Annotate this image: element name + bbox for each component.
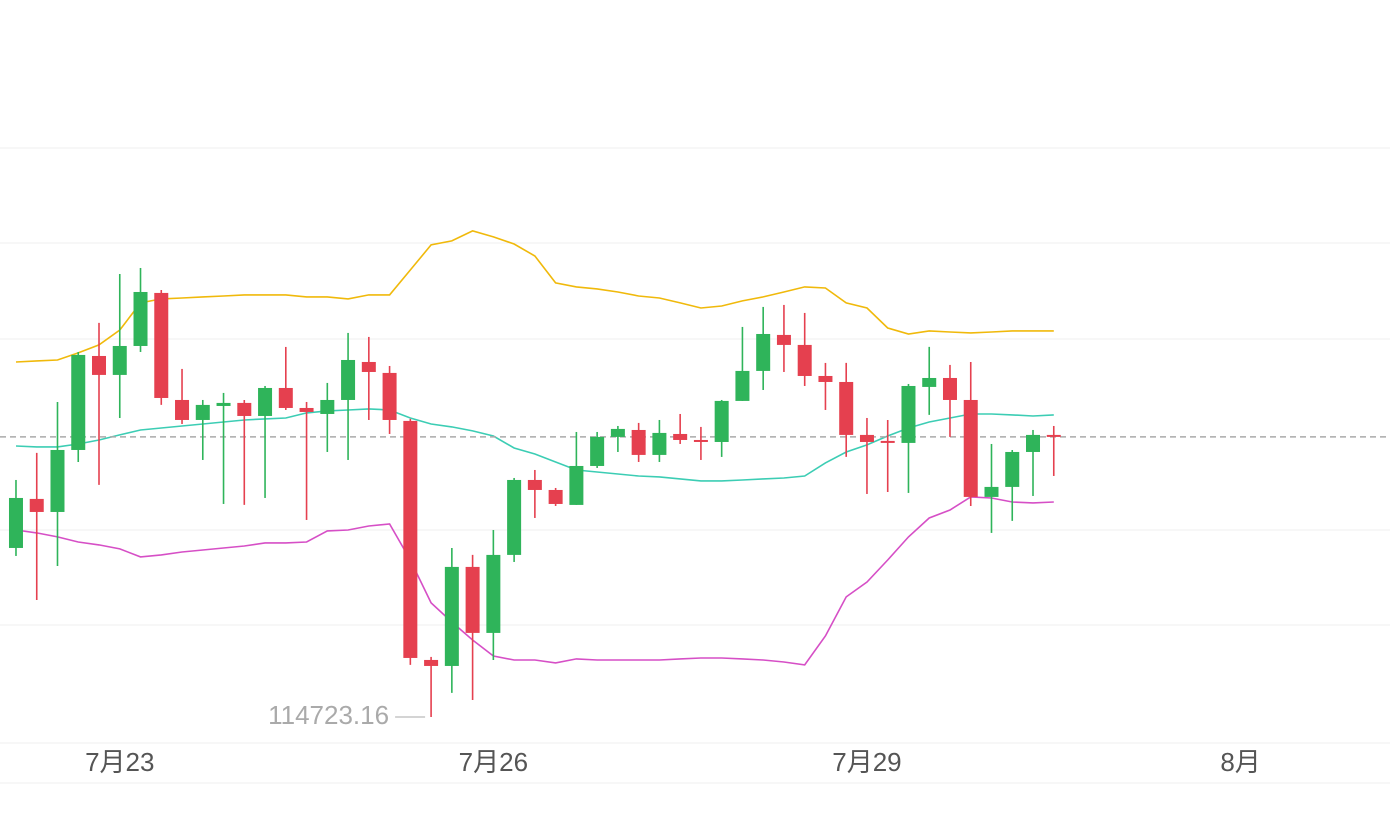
candle-body — [922, 377, 937, 387]
candle-body — [673, 433, 688, 440]
candle-body — [859, 434, 874, 442]
candle-body — [299, 407, 314, 412]
candle-body — [527, 479, 542, 490]
candle-body — [486, 554, 501, 633]
candle-body — [8, 497, 23, 548]
candle-body — [631, 429, 646, 455]
candle-body — [818, 375, 833, 382]
candle-body — [756, 333, 771, 371]
candle-body — [320, 399, 335, 414]
candle-body — [901, 385, 916, 443]
candle-body — [1026, 434, 1041, 452]
candle-body — [403, 420, 418, 658]
candle-body — [278, 387, 293, 408]
band-line — [15, 230, 1054, 363]
candle-body — [984, 486, 999, 497]
candle-body — [652, 432, 667, 455]
candle-body — [1046, 434, 1061, 437]
candle-body — [71, 354, 86, 450]
candle-body — [839, 381, 854, 435]
candle-body — [237, 402, 252, 416]
candle-body — [216, 402, 231, 406]
candle-body — [942, 377, 957, 400]
candle-body — [29, 498, 44, 512]
candle-body — [963, 399, 978, 497]
candle-body — [424, 659, 439, 666]
candle-body — [735, 370, 750, 401]
candle-body — [776, 334, 791, 345]
candle-body — [92, 355, 107, 375]
candle-body — [507, 479, 522, 555]
candle-body — [714, 400, 729, 442]
candle-body — [258, 387, 273, 416]
candle-body — [361, 361, 376, 372]
candle-body — [175, 399, 190, 420]
candle-body — [1005, 451, 1020, 487]
x-tick-label: 8月 — [1220, 747, 1260, 777]
candle-body — [880, 440, 895, 443]
candle-body — [465, 566, 480, 633]
candle-body — [154, 292, 169, 398]
candle-body — [693, 439, 708, 442]
candle-body — [341, 359, 356, 400]
candle-body — [548, 489, 563, 504]
x-tick-label: 7月23 — [85, 747, 154, 777]
candle-body — [610, 428, 625, 437]
candle-body — [50, 449, 65, 512]
candle-body — [133, 291, 148, 346]
candle-body — [382, 372, 397, 420]
candle-body — [112, 345, 127, 375]
band-line — [15, 408, 1054, 482]
candle-body — [444, 566, 459, 666]
candle-body — [195, 404, 210, 420]
x-tick-label: 7月26 — [459, 747, 528, 777]
x-tick-label: 7月29 — [832, 747, 901, 777]
band-line — [15, 496, 1054, 666]
candle-body — [569, 465, 584, 505]
candle-body — [590, 436, 605, 466]
candle-body — [797, 344, 812, 376]
min-annotation: 114723.16 — [268, 700, 389, 730]
